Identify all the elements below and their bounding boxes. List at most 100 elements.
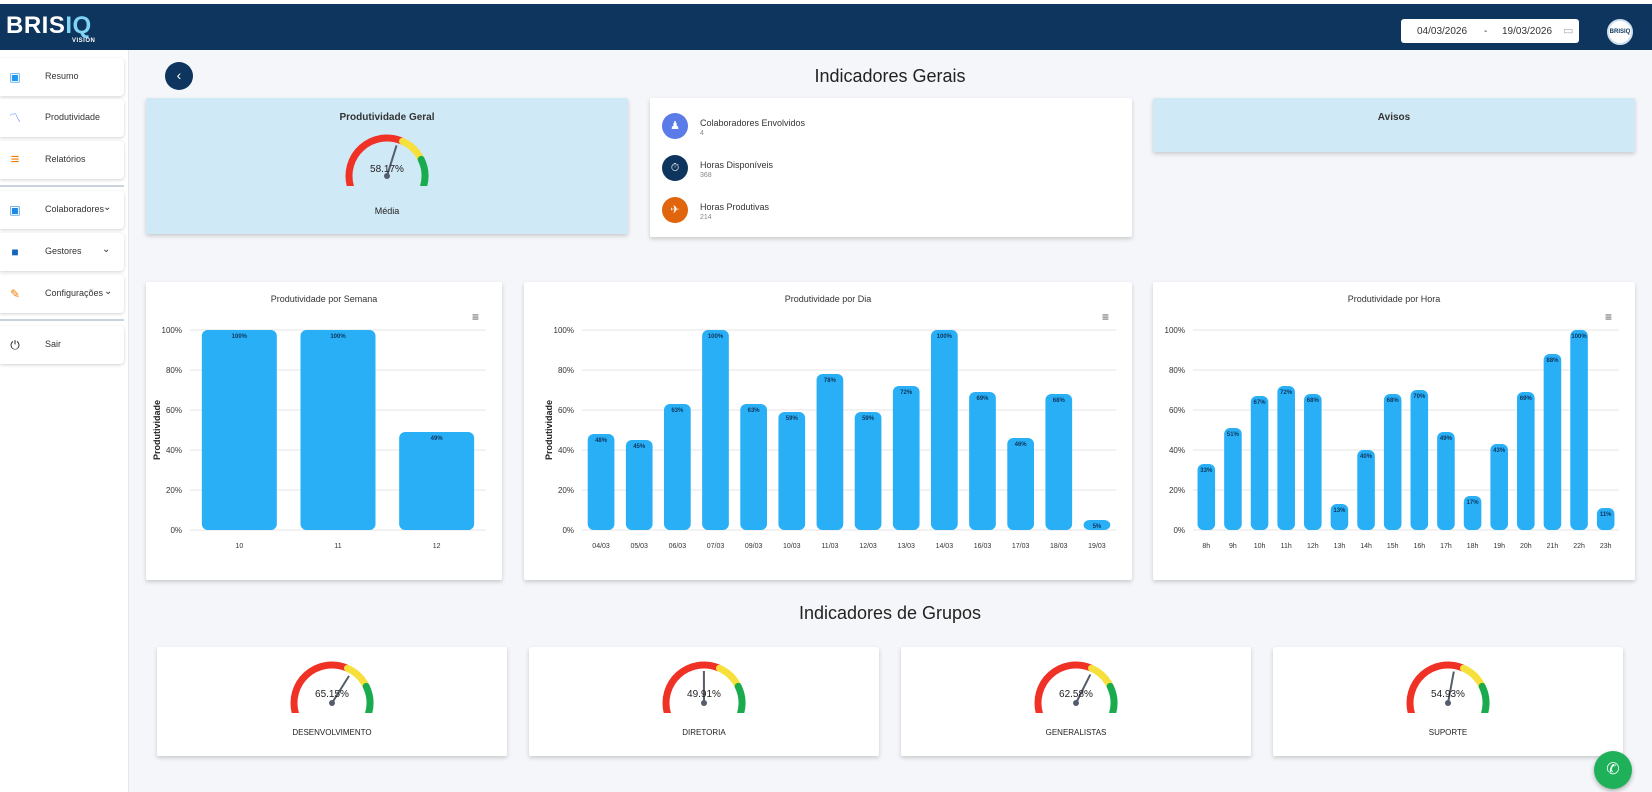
card-title: Produtividade Geral — [339, 112, 435, 123]
gauge-arc-yellow — [1087, 664, 1114, 689]
bar[interactable] — [854, 412, 882, 530]
x-tick-label: 13h — [1334, 543, 1346, 550]
group-name: DIRETORIA — [682, 728, 726, 737]
gauge-value: 54.93% — [1431, 689, 1465, 700]
sidebar-divider — [0, 319, 124, 321]
bar[interactable] — [1007, 438, 1034, 530]
y-tick-label: 0% — [1173, 526, 1185, 535]
indicator-value: 4 — [700, 130, 704, 137]
y-tick-label: 20% — [166, 486, 182, 495]
gauge-arc-yellow — [398, 137, 425, 162]
bar[interactable] — [1383, 394, 1402, 530]
date-start[interactable]: 04/03/2026 — [1417, 26, 1468, 37]
gauge-chart — [1406, 661, 1490, 713]
bar-chart-semana: 0% 20% 40% 60% 80% 100% Produtividade 100% 10 100… — [152, 326, 486, 550]
x-tick-label: 8h — [1202, 543, 1210, 550]
sidebar-item-gestores[interactable]: ■ Gestores ⌄ — [0, 233, 124, 271]
bar[interactable] — [1570, 330, 1588, 530]
bar[interactable] — [702, 330, 729, 530]
bar[interactable] — [1330, 504, 1349, 530]
data-label: 40% — [1360, 454, 1373, 460]
avatar[interactable]: BRISIQ — [1607, 19, 1633, 45]
bar[interactable] — [1490, 444, 1508, 530]
bar[interactable] — [1277, 386, 1295, 530]
bar[interactable] — [931, 330, 958, 530]
bar[interactable] — [1197, 464, 1216, 530]
gauge-value: 62.58% — [1059, 689, 1093, 700]
bar[interactable] — [1517, 392, 1535, 530]
chevron-down-icon: ⌄ — [102, 244, 111, 255]
y-tick-label: 40% — [166, 446, 182, 455]
bar[interactable] — [664, 404, 691, 530]
sidebar-item-sair[interactable]: ⏻ Sair — [0, 326, 124, 364]
bar[interactable] — [1304, 394, 1322, 530]
data-label: 100% — [330, 334, 346, 340]
bar[interactable] — [740, 404, 767, 530]
data-label: 72% — [900, 390, 913, 396]
bar[interactable] — [625, 440, 653, 530]
bar[interactable] — [1463, 496, 1482, 530]
bar[interactable] — [969, 392, 996, 530]
back-button[interactable]: ‹ — [165, 62, 193, 90]
trend-icon: 〽 — [8, 111, 21, 125]
x-tick-label: 05/03 — [630, 543, 648, 550]
bar[interactable] — [892, 386, 920, 530]
gauge-arc-red — [1034, 661, 1094, 713]
menu-icon[interactable]: ≡ — [472, 310, 480, 324]
avisos-card: Avisos — [1153, 98, 1635, 152]
bar[interactable] — [1357, 450, 1375, 530]
logo[interactable]: BRISIQ VISION — [6, 12, 95, 44]
whatsapp-button[interactable]: ✆ — [1594, 751, 1632, 789]
y-tick-label: 20% — [1169, 486, 1185, 495]
rocket-icon: ✈ — [662, 197, 688, 223]
group-name: DESENVOLVIMENTO — [292, 728, 372, 737]
date-end[interactable]: 19/03/2026 — [1502, 26, 1553, 37]
y-tick-label: 100% — [554, 326, 574, 335]
sidebar-item-configuracoes[interactable]: ✎ Configurações ⌄ — [0, 275, 124, 313]
bar[interactable] — [1410, 390, 1429, 530]
bar[interactable] — [1437, 432, 1455, 530]
data-label: 68% — [1053, 398, 1066, 404]
chevron-down-icon: ⌄ — [103, 202, 112, 213]
top-bar: BRISIQ VISION 04/03/2026 - 19/03/2026 ▭ … — [0, 0, 1652, 50]
menu-icon[interactable]: ≡ — [1102, 310, 1110, 324]
chart-icon: ▣ — [9, 70, 21, 84]
bar[interactable] — [1596, 508, 1615, 530]
sidebar-item-resumo[interactable]: ▣ Resumo — [0, 58, 124, 96]
section-title-general: Indicadores Gerais — [814, 66, 966, 86]
sidebar-item-label: Sair — [45, 339, 62, 349]
bar[interactable] — [1045, 394, 1073, 530]
chart-title: Produtividade por Semana — [270, 294, 378, 304]
sidebar-item-produtividade[interactable]: 〽 Produtividade — [0, 99, 124, 137]
x-tick-label: 9h — [1229, 543, 1237, 550]
gauge-needle-hub — [701, 700, 707, 706]
data-label: 49% — [1440, 436, 1453, 442]
bar[interactable] — [1250, 396, 1269, 530]
bar[interactable] — [778, 412, 806, 530]
bar[interactable] — [201, 330, 277, 530]
x-tick-label: 09/03 — [745, 543, 763, 550]
gauge-needle — [1075, 673, 1092, 704]
bar[interactable] — [587, 434, 615, 530]
data-label: 5% — [1093, 524, 1102, 530]
gauge-needle-hub — [384, 173, 390, 179]
x-tick-label: 16h — [1413, 543, 1425, 550]
date-range-picker[interactable]: 04/03/2026 - 19/03/2026 ▭ — [1401, 19, 1579, 43]
logo-sub: VISION — [72, 38, 96, 44]
bar[interactable] — [300, 330, 376, 530]
calendar-icon[interactable]: ▭ — [1563, 25, 1574, 37]
x-tick-label: 11/03 — [821, 543, 838, 550]
gauge-value: 65.15% — [315, 689, 349, 700]
sidebar-item-colaboradores[interactable]: ▣ Colaboradores ⌄ — [0, 191, 124, 229]
y-tick-label: 40% — [558, 446, 574, 455]
gauge-arc-yellow — [343, 664, 370, 689]
sidebar-item-relatorios[interactable]: ≡ Relatórios — [0, 141, 124, 179]
bar[interactable] — [399, 432, 475, 530]
bar[interactable] — [1083, 520, 1111, 530]
menu-icon[interactable]: ≡ — [1605, 310, 1613, 324]
gauge-needle-hub — [1445, 700, 1451, 706]
bar[interactable] — [1543, 354, 1562, 530]
y-tick-label: 0% — [170, 526, 182, 535]
bar[interactable] — [1224, 428, 1242, 530]
bar[interactable] — [816, 374, 844, 530]
